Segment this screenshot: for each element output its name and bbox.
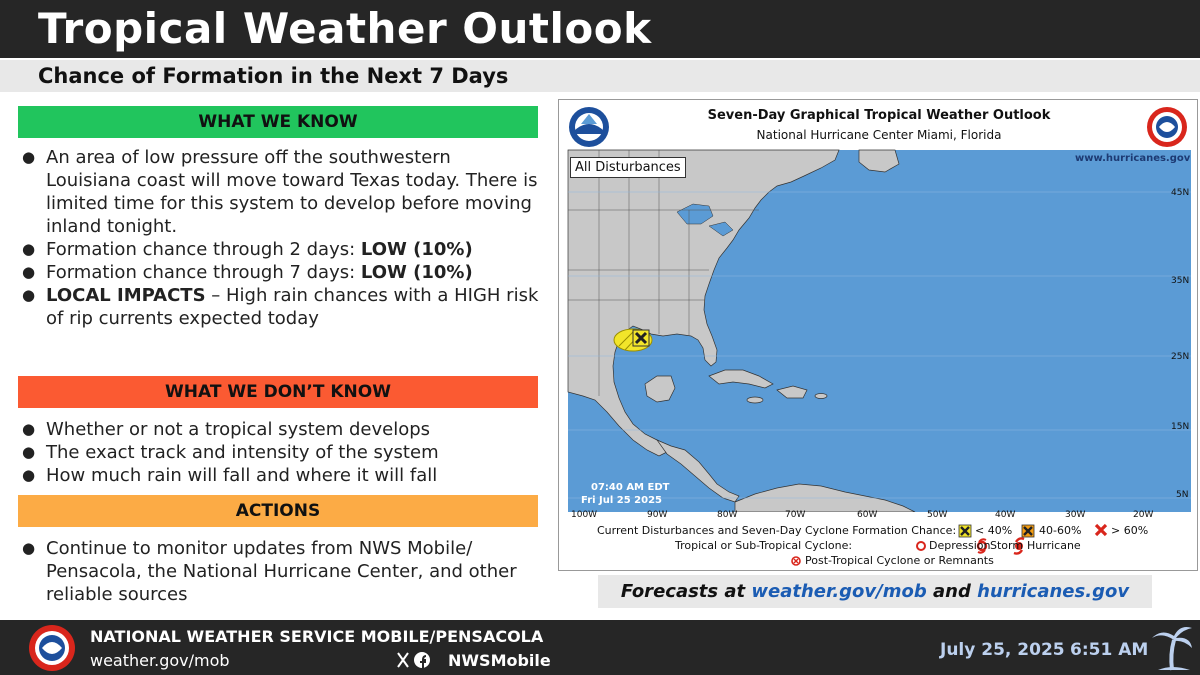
- great-lakes: [676, 203, 734, 237]
- land-cuba: [708, 369, 774, 389]
- footer-date: July 25, 2025: [940, 640, 1065, 660]
- list-item: LOCAL IMPACTS – High rain chances with a…: [20, 284, 540, 330]
- legend-post-label: Post-Tropical Cyclone or Remnants: [805, 554, 994, 567]
- lat-label-35: 35N: [1171, 276, 1190, 286]
- list-item: Whether or not a tropical system develop…: [20, 418, 540, 441]
- what-we-dont-know-heading: WHAT WE DON’T KNOW: [18, 376, 538, 408]
- map-timestamp-date: Fri Jul 25 2025: [581, 495, 663, 506]
- post-tropical-icon: [791, 556, 801, 566]
- land-puerto-rico: [814, 393, 828, 399]
- lat-label-25: 25N: [1171, 352, 1190, 362]
- what-we-know-heading: WHAT WE KNOW: [18, 106, 538, 138]
- low-chance-x-icon: [632, 329, 650, 347]
- land-hispaniola: [776, 385, 808, 399]
- lat-label-5: 5N: [1176, 490, 1189, 500]
- lon-label: 40W: [995, 510, 1016, 520]
- map-subtitle: National Hurricane Center Miami, Florida: [756, 128, 1002, 142]
- facebook-icon: [414, 652, 430, 668]
- outlook-map: [567, 107, 1191, 570]
- legend-row2-label: Tropical or Sub-Tropical Cyclone:: [675, 539, 853, 552]
- legend-low-label: < 40%: [975, 524, 1013, 537]
- list-item: How much rain will fall and where it wil…: [20, 464, 540, 487]
- map-timestamp-time: 07:40 AM EDT: [591, 482, 670, 493]
- list-item: Formation chance through 2 days: LOW (10…: [20, 238, 540, 261]
- lon-label: 20W: [1133, 510, 1154, 520]
- legend-area: [568, 512, 1191, 570]
- legend-row1-label: Current Disturbances and Seven-Day Cyclo…: [597, 524, 957, 537]
- lat-label-15: 15N: [1171, 422, 1190, 432]
- lon-label: 30W: [1065, 510, 1086, 520]
- what-we-dont-know-list: Whether or not a tropical system develop…: [20, 418, 540, 487]
- mid-chance-legend-icon: [1021, 524, 1035, 538]
- legend-depression-label: Depression: [929, 539, 991, 552]
- actions-heading: ACTIONS: [18, 495, 538, 527]
- list-item: An area of low pressure off the southwes…: [20, 146, 540, 238]
- social-icons: [397, 652, 430, 668]
- footer-time: 6:51 AM: [1070, 640, 1149, 660]
- list-item: Formation chance through 7 days: LOW (10…: [20, 261, 540, 284]
- social-handle[interactable]: NWSMobile: [448, 651, 551, 670]
- lon-label: 50W: [927, 510, 948, 520]
- page-subtitle: Chance of Formation in the Next 7 Days: [38, 64, 509, 88]
- land-yucatan: [644, 375, 676, 403]
- land-jamaica: [746, 396, 764, 404]
- storm-icon: [976, 538, 988, 554]
- forecast-prefix: Forecasts at: [620, 581, 752, 602]
- lon-label: 60W: [857, 510, 878, 520]
- state-borders: [568, 150, 759, 396]
- footer-website[interactable]: weather.gov/mob: [90, 651, 230, 670]
- low-chance-legend-icon: [958, 524, 972, 538]
- what-we-know-list: An area of low pressure off the southwes…: [20, 146, 540, 330]
- forecast-middle: and: [926, 581, 978, 602]
- forecast-links: Forecasts at weather.gov/mob and hurrica…: [598, 575, 1152, 608]
- land-central-america: [655, 439, 740, 503]
- lat-label-45: 45N: [1171, 188, 1190, 198]
- nws-logo-icon: [1147, 107, 1187, 147]
- map-website: www.hurricanes.gov: [1075, 153, 1191, 164]
- land-newfoundland: [858, 149, 900, 173]
- legend-high-label: > 60%: [1111, 524, 1149, 537]
- subtitle-bar: [0, 60, 1200, 92]
- header-bar: [0, 0, 1200, 58]
- lon-label: 100W: [571, 510, 598, 520]
- map-grid: [568, 191, 1191, 499]
- legend-storm-label: Storm: [990, 539, 1024, 552]
- palm-tree-icon: [1152, 627, 1192, 671]
- outlook-map-panel: Seven-Day Graphical Tropical Weather Out…: [558, 99, 1198, 571]
- map-title: Seven-Day Graphical Tropical Weather Out…: [707, 108, 1051, 123]
- lon-label: 70W: [785, 510, 806, 520]
- all-disturbances-label[interactable]: All Disturbances: [570, 157, 686, 178]
- list-item: Continue to monitor updates from NWS Mob…: [20, 537, 540, 606]
- x-icon: [397, 652, 409, 668]
- high-chance-legend-icon: [1094, 523, 1108, 537]
- lon-label: 80W: [717, 510, 738, 520]
- forecast-link-mob[interactable]: weather.gov/mob: [751, 581, 927, 602]
- page-title: Tropical Weather Outlook: [38, 4, 652, 53]
- lon-label: 90W: [647, 510, 668, 520]
- noaa-logo-icon: [569, 107, 609, 147]
- depression-icon: [916, 541, 926, 551]
- footer-bar: [0, 620, 1200, 675]
- hurricane-icon: [1013, 537, 1025, 555]
- legend-mid-label: 40-60%: [1039, 524, 1082, 537]
- legend-hurricane-label: Hurricane: [1027, 539, 1081, 552]
- actions-list: Continue to monitor updates from NWS Mob…: [20, 537, 540, 606]
- list-item: The exact track and intensity of the sys…: [20, 441, 540, 464]
- forecast-link-nhc[interactable]: hurricanes.gov: [977, 581, 1130, 602]
- nws-footer-logo-icon: [29, 625, 75, 671]
- office-name: NATIONAL WEATHER SERVICE MOBILE/PENSACOL…: [90, 627, 544, 646]
